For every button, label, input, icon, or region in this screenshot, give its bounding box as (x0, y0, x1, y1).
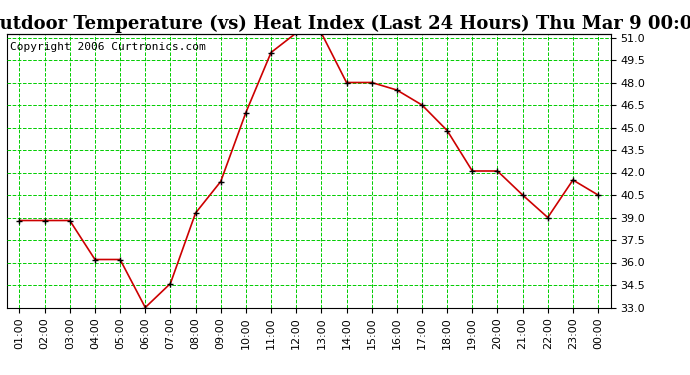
Text: Copyright 2006 Curtronics.com: Copyright 2006 Curtronics.com (10, 42, 206, 52)
Text: Outdoor Temperature (vs) Heat Index (Last 24 Hours) Thu Mar 9 00:00: Outdoor Temperature (vs) Heat Index (Las… (0, 15, 690, 33)
